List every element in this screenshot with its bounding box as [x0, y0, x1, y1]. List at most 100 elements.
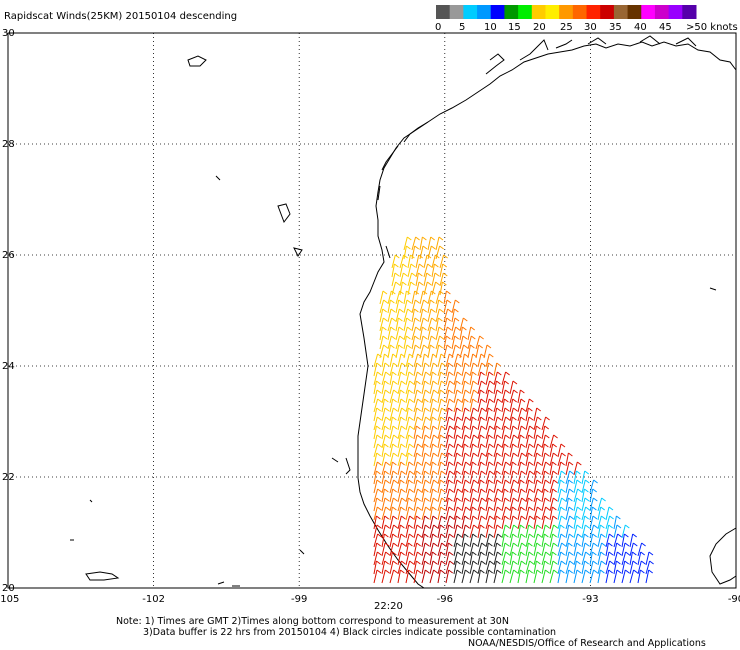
wind-barb [411, 290, 416, 305]
wind-barb-flag [488, 398, 494, 403]
wind-barb [477, 398, 482, 413]
wind-barb [525, 506, 530, 521]
wind-barb [381, 434, 386, 449]
wind-barb-flag [640, 551, 646, 556]
wind-barb-flag [394, 254, 400, 259]
wind-barb-flag [544, 515, 550, 520]
wind-barb-flag [489, 425, 494, 430]
wind-barb [379, 326, 383, 341]
wind-barb-flag [496, 452, 502, 457]
wind-barb-flag [472, 497, 478, 502]
wind-barb-flag [512, 416, 517, 421]
wind-barb [477, 515, 482, 530]
wind-barb-flag [536, 407, 542, 412]
wind-barb [387, 326, 392, 341]
wind-barb [387, 299, 391, 314]
wind-barb [557, 551, 562, 566]
wind-barb [501, 416, 507, 431]
wind-barb [395, 335, 401, 350]
wind-barb-flag [472, 380, 478, 385]
wind-barb [379, 308, 384, 323]
wind-barb-flag [442, 272, 448, 277]
wind-barb [533, 425, 537, 440]
wind-barb [443, 290, 447, 305]
wind-barb-flag [401, 452, 406, 457]
wind-barb [525, 497, 529, 512]
wind-barb-flag [512, 533, 518, 538]
wind-barb-flag [448, 506, 454, 511]
wind-barb-flag [392, 461, 397, 466]
wind-barb [379, 290, 384, 305]
wind-barb-flag [472, 443, 478, 448]
wind-barb-flag [616, 551, 622, 556]
wind-barb-flag [496, 551, 502, 556]
wind-barb-flag [560, 479, 565, 484]
wind-barb [477, 569, 481, 584]
wind-barb-flag [560, 470, 566, 475]
gulf-coastline [357, 41, 737, 589]
wind-barb-flag [512, 488, 518, 493]
wind-barb-flag [576, 542, 582, 547]
wind-barb [485, 470, 491, 485]
wind-barb [501, 479, 506, 494]
wind-barb-flag [408, 569, 414, 574]
wind-barb [485, 569, 490, 584]
wind-barb [509, 389, 515, 404]
wind-barb-flag [521, 407, 526, 412]
wind-barb-flag [376, 542, 382, 547]
wind-barb [549, 434, 555, 449]
wind-barb-flag [472, 551, 477, 556]
wind-barb [605, 551, 610, 566]
wind-barb [405, 560, 411, 575]
wind-barb-flag [408, 542, 413, 547]
wind-barb-flag [529, 560, 534, 565]
wind-barb-flag [438, 308, 444, 313]
wind-barb-flag [512, 461, 517, 466]
wind-barb [445, 497, 449, 512]
wind-barb [421, 425, 426, 440]
wind-barb [573, 524, 578, 539]
wind-barb-flag [424, 443, 429, 448]
wind-barb [557, 497, 563, 512]
wind-barb-flag [432, 560, 438, 565]
wind-barb [387, 290, 392, 305]
wind-barb [613, 551, 618, 566]
wind-barb-flag [384, 497, 390, 502]
wind-barb-flag [488, 551, 494, 556]
wind-barb [467, 344, 471, 359]
wind-barb [477, 524, 481, 539]
wind-barb [509, 434, 515, 449]
wind-barb-flag [448, 443, 454, 448]
wind-barb-flag [496, 569, 502, 574]
wind-barb-flag [424, 452, 430, 457]
wind-barb [373, 506, 378, 521]
wind-barb [541, 542, 546, 557]
wind-barb [467, 335, 472, 350]
wind-barb [517, 488, 522, 503]
wind-barb-flag [454, 344, 460, 349]
wind-barb-flag [400, 416, 406, 421]
wind-barb [549, 470, 554, 485]
wind-barb-flag [432, 353, 438, 358]
wind-barb [445, 371, 450, 386]
wind-barb [589, 479, 595, 494]
wind-barb-flag [544, 542, 550, 547]
wind-barb-flag [409, 470, 414, 475]
wind-barb [389, 506, 393, 521]
wind-barb-flag [376, 560, 381, 565]
wind-barb [501, 398, 505, 413]
wind-barb-flag [552, 533, 558, 538]
wind-barb-flag [505, 461, 510, 466]
wind-barb [381, 380, 386, 395]
wind-barb [549, 479, 555, 494]
wind-barb [645, 569, 650, 584]
wind-barb-flag [408, 353, 414, 358]
wind-barb [429, 470, 434, 485]
wind-barb [397, 371, 402, 386]
wind-barb-flag [480, 524, 485, 529]
wind-barb-flag [449, 515, 454, 520]
wind-barb-flag [456, 425, 461, 430]
wind-barb [435, 344, 440, 359]
wind-barb [501, 488, 505, 503]
